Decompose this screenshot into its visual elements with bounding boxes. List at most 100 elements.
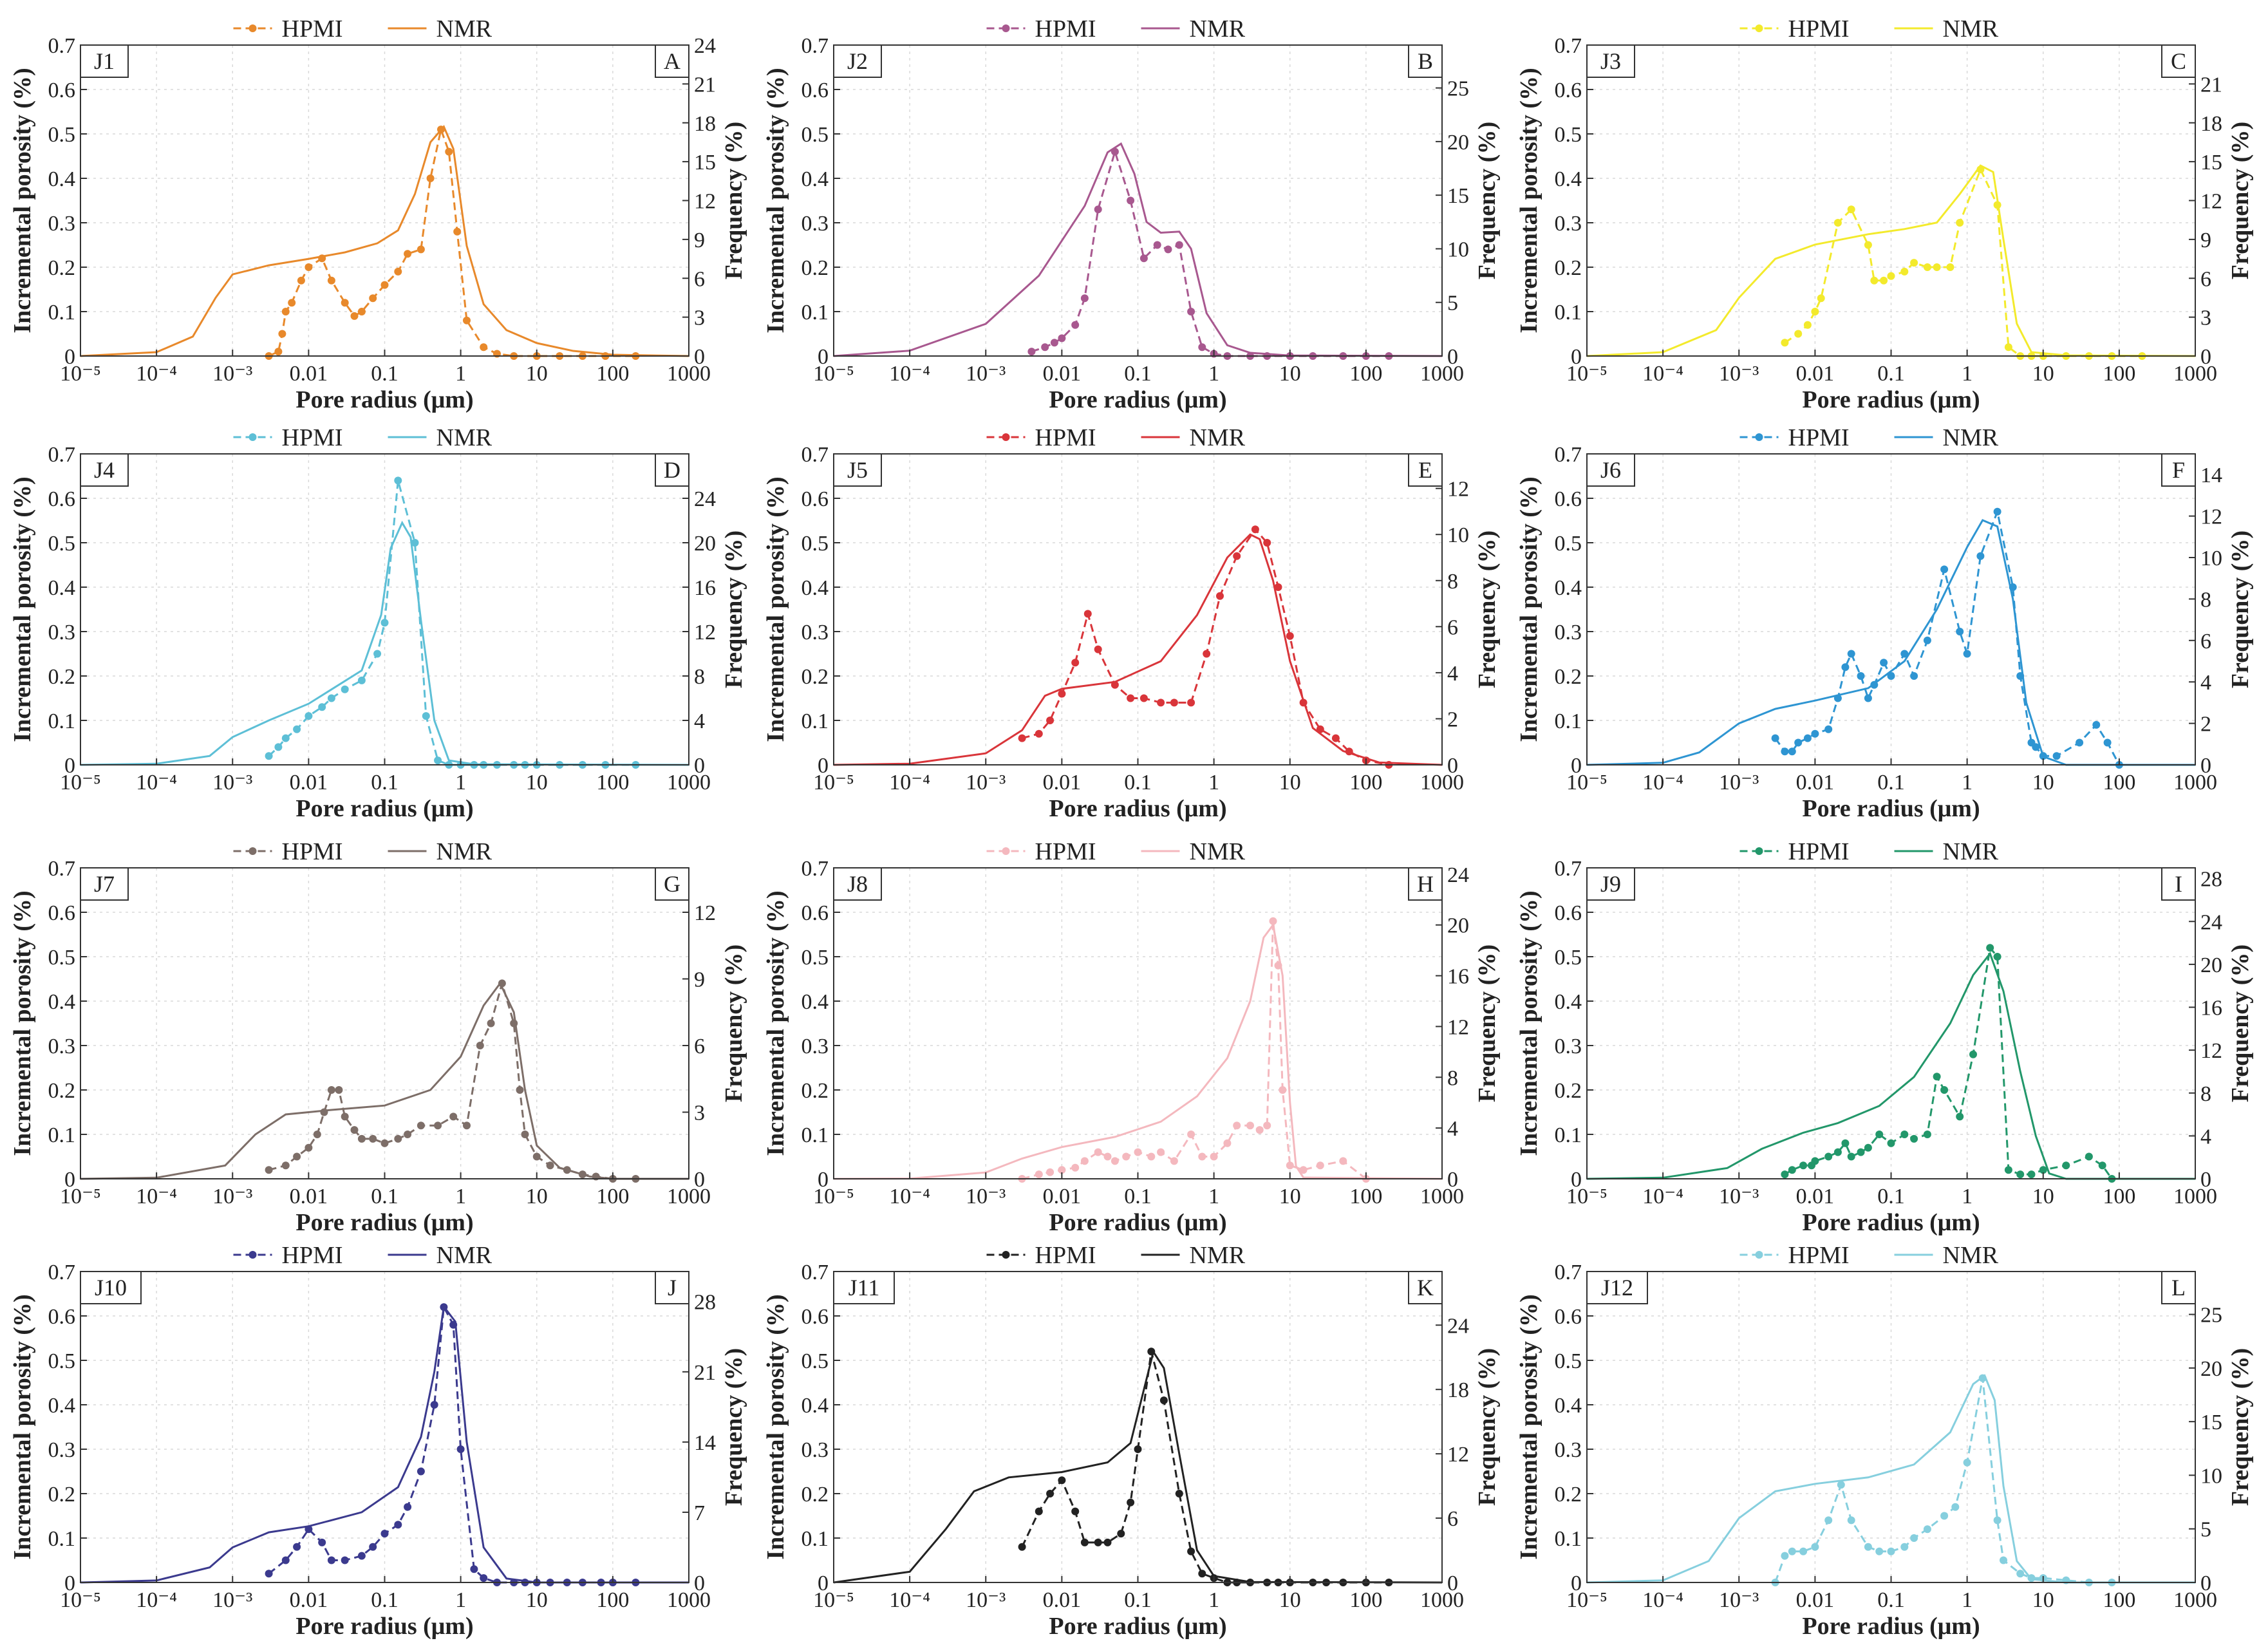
hpmi-point [1269, 917, 1277, 925]
x-tick-label: 0.1 [371, 362, 398, 386]
x-tick-label: 10⁻⁴ [1642, 1185, 1683, 1208]
hpmi-point [1046, 1168, 1055, 1176]
hpmi-point [1910, 672, 1918, 680]
y-tick-label: 0 [64, 345, 75, 369]
y-tick-label: 0.1 [48, 709, 76, 733]
y-tick-label: 0.4 [48, 990, 76, 1014]
hpmi-point [510, 1019, 518, 1028]
hpmi-point [1139, 694, 1148, 702]
y2-tick-label: 12 [2200, 505, 2222, 529]
y-tick-label: 0 [64, 1572, 75, 1595]
panel-letter-label: B [1418, 48, 1433, 74]
nmr-series-line [1586, 1374, 2195, 1584]
hpmi-point [1046, 717, 1055, 724]
hpmi-series-line [1021, 1351, 1389, 1584]
x-tick-label: 10⁻⁴ [889, 771, 930, 794]
y2-tick-label: 8 [1447, 1066, 1458, 1090]
y2-tick-label: 12 [1447, 1015, 1469, 1039]
x-axis-title: Pore radius (μm) [1802, 386, 1980, 413]
y2-tick-label: 9 [694, 229, 705, 252]
x-tick-label: 1 [455, 1185, 466, 1208]
hpmi-point [2004, 343, 2012, 352]
x-tick-label: 10 [1279, 771, 1301, 794]
hpmi-point [434, 1122, 442, 1130]
y2-tick-label: 0 [2200, 345, 2211, 369]
hpmi-point [1027, 348, 1036, 356]
sample-id-box [1586, 867, 1635, 901]
x-tick-label: 1 [455, 771, 466, 794]
legend: HPMI NMR [1739, 838, 1999, 865]
x-tick-label: 10 [1279, 362, 1301, 386]
y2-tick-label: 4 [1447, 662, 1458, 686]
hpmi-point [1993, 1516, 2001, 1525]
panel-letter-label: J [668, 1275, 677, 1300]
sample-id-box [833, 44, 882, 78]
hpmi-point [2103, 738, 2112, 747]
x-axis-title: Pore radius (μm) [295, 386, 473, 413]
hpmi-point [463, 316, 471, 324]
x-tick-label: 10⁻⁴ [136, 362, 177, 386]
panel-letter-box [2161, 1271, 2196, 1304]
y-tick-label: 0.3 [1555, 1035, 1582, 1058]
y-tick-label: 0.1 [801, 709, 829, 733]
legend-hpmi-label: HPMI [1788, 15, 1850, 42]
hpmi-point [369, 1543, 377, 1551]
legend-hpmi-marker [248, 24, 257, 32]
x-tick-label: 10⁻³ [1719, 1185, 1759, 1208]
legend-hpmi-marker [1755, 24, 1763, 32]
y2-tick-label: 20 [1447, 914, 1469, 938]
hpmi-point [1255, 1126, 1264, 1134]
hpmi-point [1175, 1490, 1183, 1497]
legend-hpmi-label: HPMI [1035, 838, 1096, 865]
hpmi-point [1976, 165, 1985, 174]
y-tick-label: 0.3 [1555, 1438, 1582, 1462]
legend-hpmi-marker [1755, 433, 1763, 441]
y-tick-label: 0.6 [48, 79, 76, 102]
x-tick-label: 10⁻³ [212, 1185, 252, 1208]
hpmi-point [305, 1143, 313, 1152]
hpmi-point [313, 1131, 321, 1138]
hpmi-point [1837, 1481, 1845, 1489]
y2-tick-label: 0 [694, 1572, 705, 1595]
x-tick-label: 10⁻³ [966, 362, 1006, 386]
sample-id-label: J4 [94, 457, 115, 483]
hpmi-point [1316, 725, 1324, 733]
hpmi-point [1875, 1547, 1884, 1555]
hpmi-point [404, 1503, 412, 1511]
hpmi-point [1274, 961, 1282, 970]
hpmi-point [1170, 1157, 1178, 1165]
hpmi-point [2000, 1556, 2007, 1564]
hpmi-point [437, 126, 445, 134]
y2-axis-title: Frequency (%) [720, 944, 747, 1102]
hpmi-point [1263, 1122, 1271, 1130]
y-axis-title: Incremental porosity (%) [9, 890, 36, 1156]
y2-tick-label: 3 [694, 1102, 705, 1125]
hpmi-point [1900, 267, 1909, 276]
hpmi-point [1933, 263, 1941, 271]
hpmi-point [1198, 343, 1206, 352]
x-tick-label: 0.1 [1877, 771, 1905, 794]
sample-id-box [833, 867, 882, 901]
hpmi-point [318, 1538, 326, 1546]
hpmi-point [1216, 592, 1224, 600]
y2-tick-label: 21 [2200, 73, 2222, 97]
hpmi-point [1847, 1152, 1855, 1161]
x-tick-label: 0.01 [1796, 1588, 1835, 1612]
y2-tick-label: 0 [694, 754, 705, 778]
y-tick-label: 0.6 [801, 79, 829, 102]
hpmi-point [1134, 1445, 1142, 1453]
hpmi-point [1824, 1152, 1833, 1161]
y2-tick-label: 0 [694, 345, 705, 369]
x-tick-label: 1 [1962, 362, 1973, 386]
hpmi-point [320, 1108, 328, 1116]
y2-axis-title: Frequency (%) [1474, 1348, 1501, 1506]
hpmi-point [1841, 663, 1850, 671]
x-axis-title: Pore radius (μm) [295, 1613, 473, 1640]
legend-hpmi-marker [1755, 847, 1763, 855]
hpmi-point [449, 1320, 458, 1329]
hpmi-point [1923, 263, 1931, 271]
hpmi-point [1857, 1148, 1865, 1156]
hpmi-point [1071, 1507, 1080, 1516]
sample-id-label: J12 [1601, 1275, 1633, 1300]
hpmi-point [1246, 1122, 1254, 1130]
